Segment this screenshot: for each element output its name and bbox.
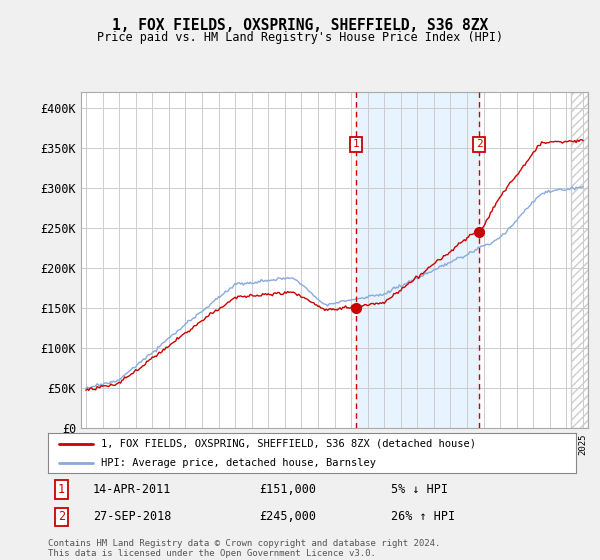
Text: HPI: Average price, detached house, Barnsley: HPI: Average price, detached house, Barn… xyxy=(101,458,376,468)
Bar xyxy=(356,92,479,428)
Text: 26% ↑ HPI: 26% ↑ HPI xyxy=(391,511,455,524)
Text: 2: 2 xyxy=(476,139,482,150)
Text: Price paid vs. HM Land Registry's House Price Index (HPI): Price paid vs. HM Land Registry's House … xyxy=(97,31,503,44)
Text: £245,000: £245,000 xyxy=(259,511,316,524)
Text: 2: 2 xyxy=(58,511,65,524)
Text: 5% ↓ HPI: 5% ↓ HPI xyxy=(391,483,448,496)
Text: 1, FOX FIELDS, OXSPRING, SHEFFIELD, S36 8ZX: 1, FOX FIELDS, OXSPRING, SHEFFIELD, S36 … xyxy=(112,18,488,33)
Text: 1: 1 xyxy=(352,139,359,150)
Text: £151,000: £151,000 xyxy=(259,483,316,496)
Bar xyxy=(571,92,588,428)
Text: 1, FOX FIELDS, OXSPRING, SHEFFIELD, S36 8ZX (detached house): 1, FOX FIELDS, OXSPRING, SHEFFIELD, S36 … xyxy=(101,439,476,449)
Text: 1: 1 xyxy=(58,483,65,496)
Text: 14-APR-2011: 14-APR-2011 xyxy=(93,483,171,496)
Text: Contains HM Land Registry data © Crown copyright and database right 2024.
This d: Contains HM Land Registry data © Crown c… xyxy=(48,539,440,558)
Text: 27-SEP-2018: 27-SEP-2018 xyxy=(93,511,171,524)
